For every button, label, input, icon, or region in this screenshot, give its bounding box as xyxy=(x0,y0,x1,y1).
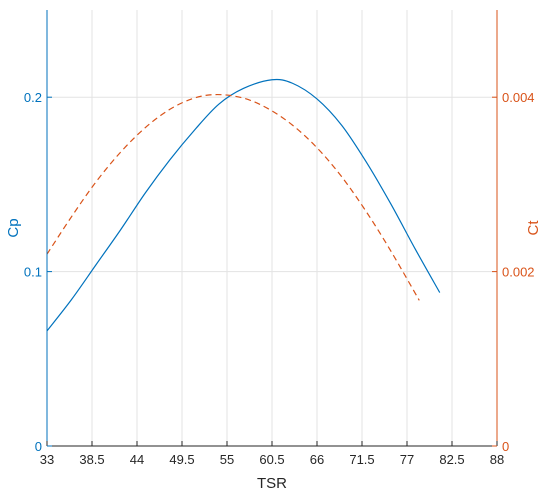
series-layer xyxy=(46,78,441,332)
right-y-tick-label: 0.004 xyxy=(502,90,535,105)
ct-series-line xyxy=(46,93,420,301)
x-tick-label: 88 xyxy=(490,452,504,467)
x-tick-label: 77 xyxy=(400,452,414,467)
right-y-tick-label: 0 xyxy=(502,439,509,454)
x-tick-label: 33 xyxy=(40,452,54,467)
x-tick-label: 71.5 xyxy=(349,452,374,467)
x-tick-label: 55 xyxy=(220,452,234,467)
x-tick-label: 66 xyxy=(310,452,324,467)
x-tick-label: 38.5 xyxy=(79,452,104,467)
left-y-tick-label: 0.2 xyxy=(24,90,42,105)
x-tick-label: 60.5 xyxy=(259,452,284,467)
grid-lines xyxy=(46,10,498,447)
cp-series-line xyxy=(46,78,441,332)
x-tick-label: 44 xyxy=(130,452,144,467)
axes-layer xyxy=(46,10,498,447)
right-y-axis-label: Ct xyxy=(525,220,542,236)
left-y-tick-label: 0 xyxy=(35,439,42,454)
x-tick-label: 82.5 xyxy=(439,452,464,467)
labels-layer: 33 38.5 44 49.5 55 60.5 66 71.5 77 82.5 8800.10.20… xyxy=(5,90,542,492)
x-tick-label: 49.5 xyxy=(169,452,194,467)
left-y-axis-label: Cp xyxy=(5,218,22,237)
left-y-tick-label: 0.1 xyxy=(24,265,42,280)
x-axis-label: TSR xyxy=(257,475,287,492)
right-y-tick-label: 0.002 xyxy=(502,265,535,280)
